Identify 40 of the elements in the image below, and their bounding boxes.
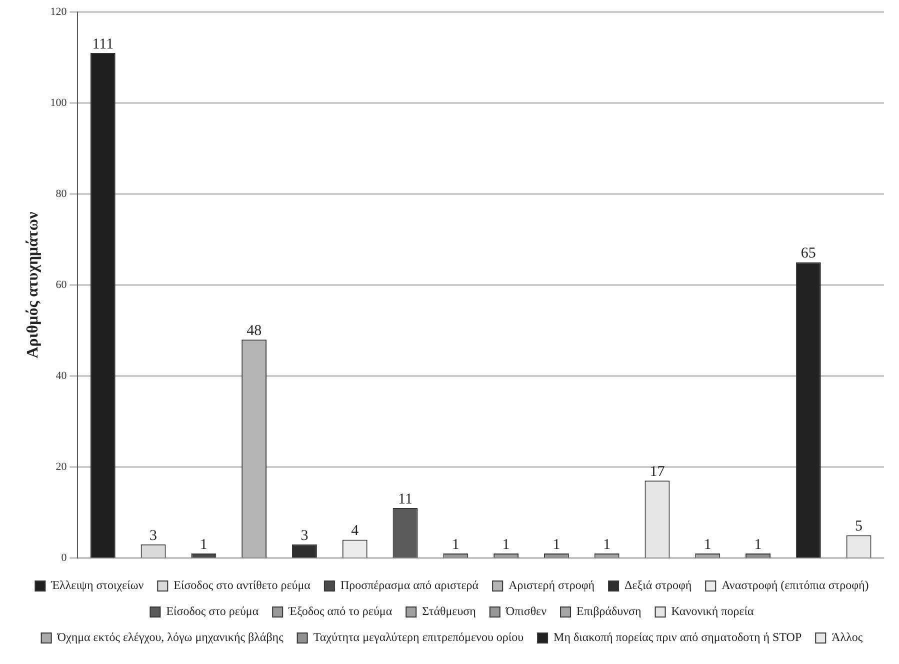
legend-label: Όπισθεν — [504, 604, 548, 618]
data-label: 1 — [200, 536, 208, 553]
legend-label: Όχημα εκτός ελέγχου, λόγω μηχανικής βλάβης — [56, 630, 284, 644]
y-tick-label: 0 — [61, 552, 68, 564]
y-tick-label: 40 — [56, 370, 68, 382]
data-label: 1 — [603, 536, 611, 553]
data-label: 1 — [452, 536, 460, 553]
data-label: 3 — [300, 528, 308, 544]
data-label: 65 — [800, 246, 816, 262]
legend-label: Μη διακοπή πορείας πριν από σηματοδοτη ή STOP — [554, 630, 802, 644]
data-label: 4 — [351, 523, 360, 540]
legend-label: Προσπέρασμα από αριστερά — [340, 578, 480, 592]
y-tick-label: 100 — [50, 96, 68, 109]
legend-label: Είσοδος στο ρεύμα — [166, 604, 260, 618]
y-tick-label: 60 — [56, 278, 68, 291]
y-axis-title: Αριθμός ατυχημάτων — [24, 212, 42, 358]
legend-label: Έξοδος από το ρεύμα — [288, 604, 393, 618]
legend-label: Αριστερή στροφή — [508, 578, 595, 592]
legend-label: Στάθμευση — [422, 604, 476, 618]
data-label: 11 — [398, 491, 412, 508]
legend-label: Έλλειψη στοιχείων — [50, 578, 144, 592]
y-tick-label: 80 — [56, 188, 68, 200]
legend-label: Επιβράδυνση — [576, 604, 642, 618]
y-tick-label: 20 — [56, 460, 68, 473]
data-label: 5 — [855, 518, 863, 535]
data-label: 3 — [150, 528, 158, 544]
data-label: 48 — [246, 323, 262, 340]
legend-label: Άλλος — [832, 630, 863, 644]
data-label: 1 — [552, 536, 560, 553]
data-label: 1 — [502, 536, 510, 553]
legend-label: Ταχύτητα μεγαλύτερη επιτρεπόμενου ορίου — [313, 630, 524, 644]
data-label: 17 — [650, 464, 666, 480]
legend-label: Αναστροφή (επιτόπια στροφή) — [722, 578, 869, 592]
data-label: 1 — [754, 536, 762, 553]
data-label: 1 — [704, 536, 712, 553]
data-label: 111 — [92, 36, 114, 52]
legend-label: Είσοδος στο αντίθετο ρεύμα — [174, 578, 312, 592]
legend-label: Δεξιά στροφή — [624, 578, 692, 592]
y-tick-label: 120 — [50, 6, 68, 18]
legend-label: Κανονική πορεία — [671, 604, 755, 618]
